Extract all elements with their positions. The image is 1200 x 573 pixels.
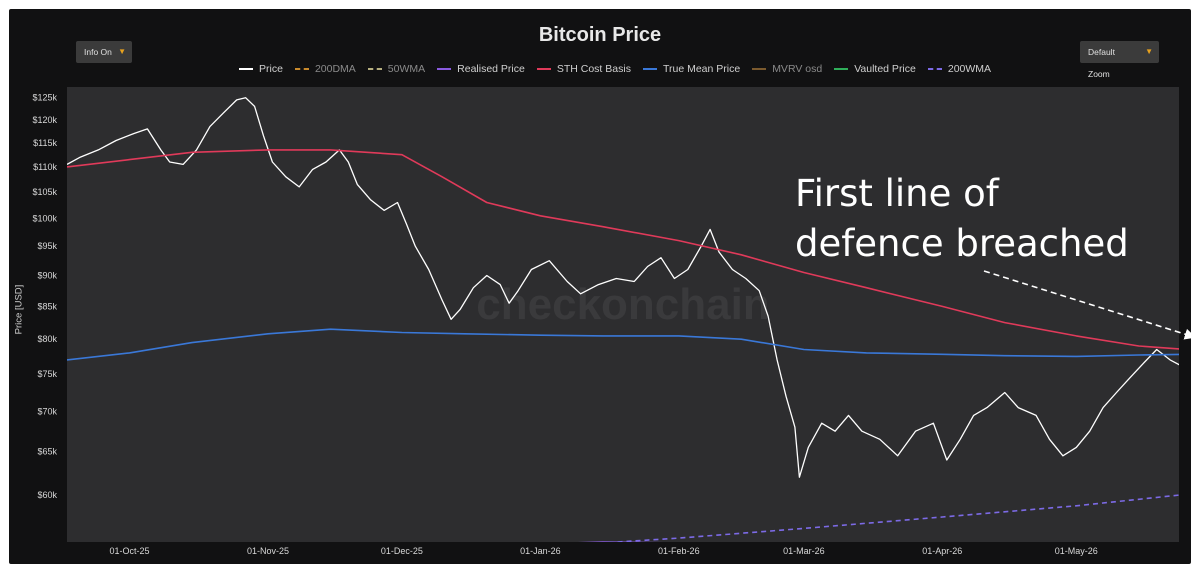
- annotation-text-line-2: defence breached: [795, 222, 1129, 265]
- legend-item-sth-cost-basis[interactable]: STH Cost Basis: [536, 63, 631, 75]
- y-tick-label: $105k: [32, 187, 57, 197]
- legend-swatch: [927, 68, 942, 70]
- legend-swatch: [294, 68, 309, 70]
- legend-item-200dma[interactable]: 200DMA: [294, 63, 356, 75]
- legend-label: 200WMA: [947, 63, 992, 75]
- chart-frame: Bitcoin Price Info On ▼ Default Zoom ▼ P…: [9, 9, 1191, 564]
- legend-item-price[interactable]: Price: [239, 63, 283, 75]
- y-tick-label: $90k: [37, 270, 57, 280]
- legend-label: Price: [259, 63, 283, 75]
- x-tick-label: 01-Mar-26: [783, 546, 825, 556]
- x-axis: 01-Oct-25 01-Nov-25 01-Dec-25 01-Jan-26 01-F…: [110, 546, 1098, 556]
- y-axis: $60k $65k $70k $75k $80k $85k $90k $95k $100k $10…: [32, 93, 57, 500]
- y-tick-label: $85k: [37, 301, 57, 311]
- legend-swatch: [752, 68, 767, 70]
- x-tick-label: 01-Jan-26: [520, 546, 561, 556]
- legend-swatch: [642, 68, 657, 70]
- x-tick-label: 01-Nov-25: [247, 546, 289, 556]
- y-tick-label: $80k: [37, 334, 57, 344]
- y-tick-label: $65k: [37, 447, 57, 457]
- series-line-true-mean-price: [67, 328, 1179, 361]
- series-line-price: [67, 97, 1179, 478]
- chart-title: Bitcoin Price: [538, 24, 662, 46]
- y-tick-label: $110k: [33, 162, 57, 172]
- zoom-label: Default Zoom: [1088, 47, 1115, 79]
- y-tick-label: $120k: [32, 115, 57, 125]
- y-tick-label: $75k: [37, 369, 57, 379]
- legend-label: STH Cost Basis: [556, 63, 631, 75]
- annotation-arrow: [983, 270, 1191, 340]
- chevron-down-icon: ▼: [118, 47, 126, 56]
- y-tick-label: $60k: [37, 490, 57, 500]
- legend-label: Realised Price: [457, 63, 525, 75]
- legend-item-50wma[interactable]: 50WMA: [367, 63, 426, 75]
- plot-area: [67, 87, 1179, 542]
- info-toggle-label: Info On: [84, 47, 112, 57]
- legend-label: Vaulted Price: [854, 63, 916, 75]
- legend-swatch: [834, 68, 849, 70]
- legend-label: True Mean Price: [662, 63, 741, 75]
- legend-label: 50WMA: [387, 63, 426, 75]
- annotation-group: First line of defence breached: [795, 172, 1191, 340]
- y-tick-label: $70k: [37, 406, 57, 416]
- x-tick-label: 01-Feb-26: [658, 546, 700, 556]
- legend-item-200wma[interactable]: 200WMA: [927, 63, 992, 75]
- legend-label: MVRV osd: [772, 63, 823, 75]
- info-toggle-dropdown[interactable]: Info On ▼: [76, 41, 132, 63]
- series-line-sth-cost-basis: [67, 149, 1179, 350]
- series-line-200wma: [604, 494, 1179, 542]
- legend-swatch: [437, 68, 452, 70]
- legend-swatch: [367, 68, 382, 70]
- watermark: checkonchain: [476, 280, 769, 329]
- x-tick-label: 01-May-26: [1055, 546, 1098, 556]
- legend-item-mvrv-osd[interactable]: MVRV osd: [752, 63, 822, 75]
- legend-swatch: [239, 68, 253, 70]
- legend-swatch: [536, 68, 551, 70]
- annotation-text-line-1: First line of: [795, 172, 1000, 215]
- chart-svg: checkonchain $60k $65k $70k $75k $80k $85k $90…: [32, 93, 1191, 556]
- x-tick-label: 01-Apr-26: [922, 546, 962, 556]
- x-tick-label: 01-Dec-25: [381, 546, 423, 556]
- legend-item-realised-price[interactable]: Realised Price: [437, 63, 525, 75]
- chevron-down-icon: ▼: [1145, 47, 1153, 56]
- y-tick-label: $100k: [32, 213, 57, 223]
- legend-item-vaulted-price[interactable]: Vaulted Price: [834, 63, 916, 75]
- series-group: [67, 97, 1179, 542]
- y-tick-label: $115k: [33, 138, 57, 148]
- zoom-dropdown[interactable]: Default Zoom ▼: [1080, 41, 1159, 79]
- y-tick-label: $125k: [32, 93, 57, 103]
- y-tick-label: $95k: [37, 241, 57, 251]
- chart-legend: Price 200DMA 50WMA Realised Price STH Co…: [239, 61, 991, 77]
- legend-item-true-mean-price[interactable]: True Mean Price: [642, 63, 741, 75]
- legend-label: 200DMA: [314, 63, 356, 75]
- x-tick-label: 01-Oct-25: [110, 546, 150, 556]
